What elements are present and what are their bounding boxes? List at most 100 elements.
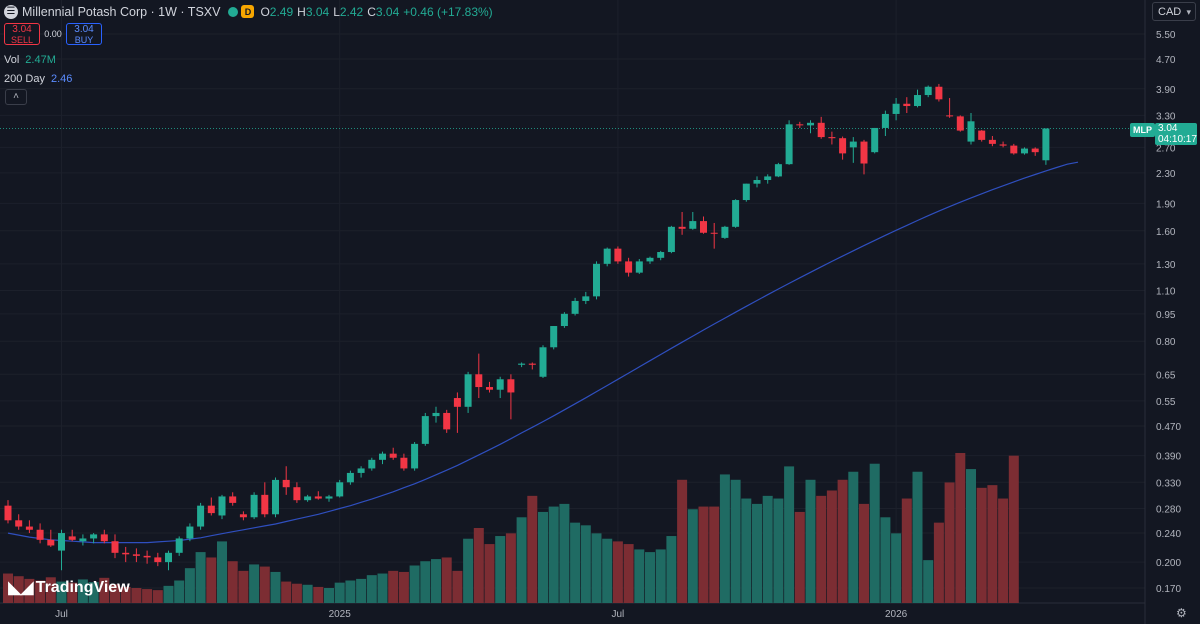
candle-body (15, 520, 23, 527)
candle (700, 216, 707, 234)
symbol-price-tag: MLP (1130, 123, 1155, 137)
candle-body (732, 200, 740, 227)
buy-button[interactable]: 3.04 BUY (66, 23, 102, 45)
candle-body (753, 180, 761, 184)
candle-body (421, 416, 429, 444)
time-axis-tick-label: 2025 (329, 609, 352, 620)
candle (785, 120, 793, 165)
candle-body (700, 221, 707, 233)
candle (496, 376, 504, 399)
candle-body (1031, 148, 1039, 153)
settings-gear-icon[interactable]: ⚙ (1176, 606, 1187, 620)
candle (678, 211, 686, 235)
candle (453, 392, 461, 433)
candle (946, 98, 954, 118)
candle (36, 523, 44, 544)
ohlc-high-value: 3.04 (305, 4, 330, 19)
delayed-data-icon[interactable]: D (241, 5, 255, 18)
volume-bar (409, 565, 420, 603)
volume-bar (505, 533, 516, 603)
candle-body (58, 533, 65, 551)
tradingview-mark-icon: ◣◢ (8, 577, 34, 597)
volume-indicator-legend[interactable]: Vol 2.47M (4, 54, 56, 66)
candle (15, 514, 23, 530)
candle (635, 259, 643, 274)
candle (336, 479, 344, 498)
candle (432, 406, 440, 423)
volume-bar (313, 586, 324, 603)
candle-body (881, 113, 889, 128)
candle (550, 326, 558, 350)
volume-bar (923, 560, 934, 603)
candle-body (625, 261, 633, 273)
volume-bar (548, 506, 559, 603)
candle (860, 139, 868, 175)
candle-body (261, 494, 269, 515)
price-axis-tick-label: 0.470 (1156, 422, 1181, 433)
candle (379, 451, 386, 465)
volume-bar (966, 469, 976, 603)
currency-value: CAD (1158, 6, 1182, 18)
ma-label: 200 Day (4, 73, 45, 85)
volume-bar (859, 503, 869, 603)
candle-body (646, 257, 654, 262)
candle-body (47, 539, 55, 546)
volume-bar (784, 466, 795, 603)
volume-bar (184, 568, 195, 603)
candle (849, 137, 857, 163)
candle (710, 222, 718, 249)
volume-bar (559, 503, 570, 603)
candle-body (68, 536, 76, 540)
volume-bar (976, 487, 987, 603)
price-axis-tick-label: 0.280 (1156, 504, 1181, 515)
ohlc-open-value: 2.49 (269, 4, 294, 19)
symbol-title[interactable]: Millennial Potash Corp · 1W · TSXV (22, 4, 221, 19)
volume-value: 2.47M (25, 54, 56, 66)
candle (272, 477, 279, 518)
volume-bar (431, 559, 441, 603)
candle-body (571, 300, 579, 314)
volume-bar (206, 557, 217, 603)
volume-bar (623, 544, 634, 603)
candle-body (785, 124, 793, 165)
price-axis-tick-label: 0.330 (1156, 478, 1181, 489)
price-axis-tick-label: 0.80 (1156, 337, 1176, 348)
volume-bar (152, 590, 163, 603)
price-axis-tick-label: 0.390 (1156, 452, 1181, 463)
candle-body (1021, 148, 1028, 154)
volume-bar (495, 536, 506, 603)
candle (464, 371, 472, 413)
candle (1021, 147, 1028, 155)
candle-body (1042, 128, 1050, 161)
sell-price: 3.04 (12, 24, 32, 35)
candle (839, 136, 847, 160)
candle (197, 502, 205, 530)
candle-body (304, 496, 312, 501)
candle (667, 225, 675, 254)
currency-select[interactable]: CAD ▾ (1152, 2, 1196, 21)
price-axis-tick-label: 0.55 (1156, 397, 1176, 408)
candle-body (132, 554, 140, 556)
candle (250, 492, 258, 520)
candle-body (550, 326, 558, 348)
candle-body (978, 130, 986, 140)
candle-body (229, 496, 237, 503)
volume-bar (484, 544, 495, 603)
candle-body (207, 505, 215, 514)
sell-button[interactable]: 3.04 SELL (4, 23, 40, 45)
time-axis-tick-label: 2026 (885, 609, 908, 620)
tradingview-logo[interactable]: ◣◢ TradingView (8, 577, 130, 598)
collapse-legend-button[interactable]: ˄ (5, 89, 27, 105)
candle (689, 211, 697, 230)
ma-indicator-legend[interactable]: 200 Day 2.46 (4, 73, 72, 85)
candle (807, 120, 814, 134)
volume-bar (291, 583, 302, 603)
candle (646, 256, 654, 264)
candle (282, 466, 290, 495)
spread-value: 0.00 (44, 29, 62, 39)
volume-bar (463, 538, 474, 603)
candle (443, 409, 451, 433)
symbol-logo-icon[interactable]: ☰ (4, 4, 18, 19)
candle-body (678, 226, 686, 229)
